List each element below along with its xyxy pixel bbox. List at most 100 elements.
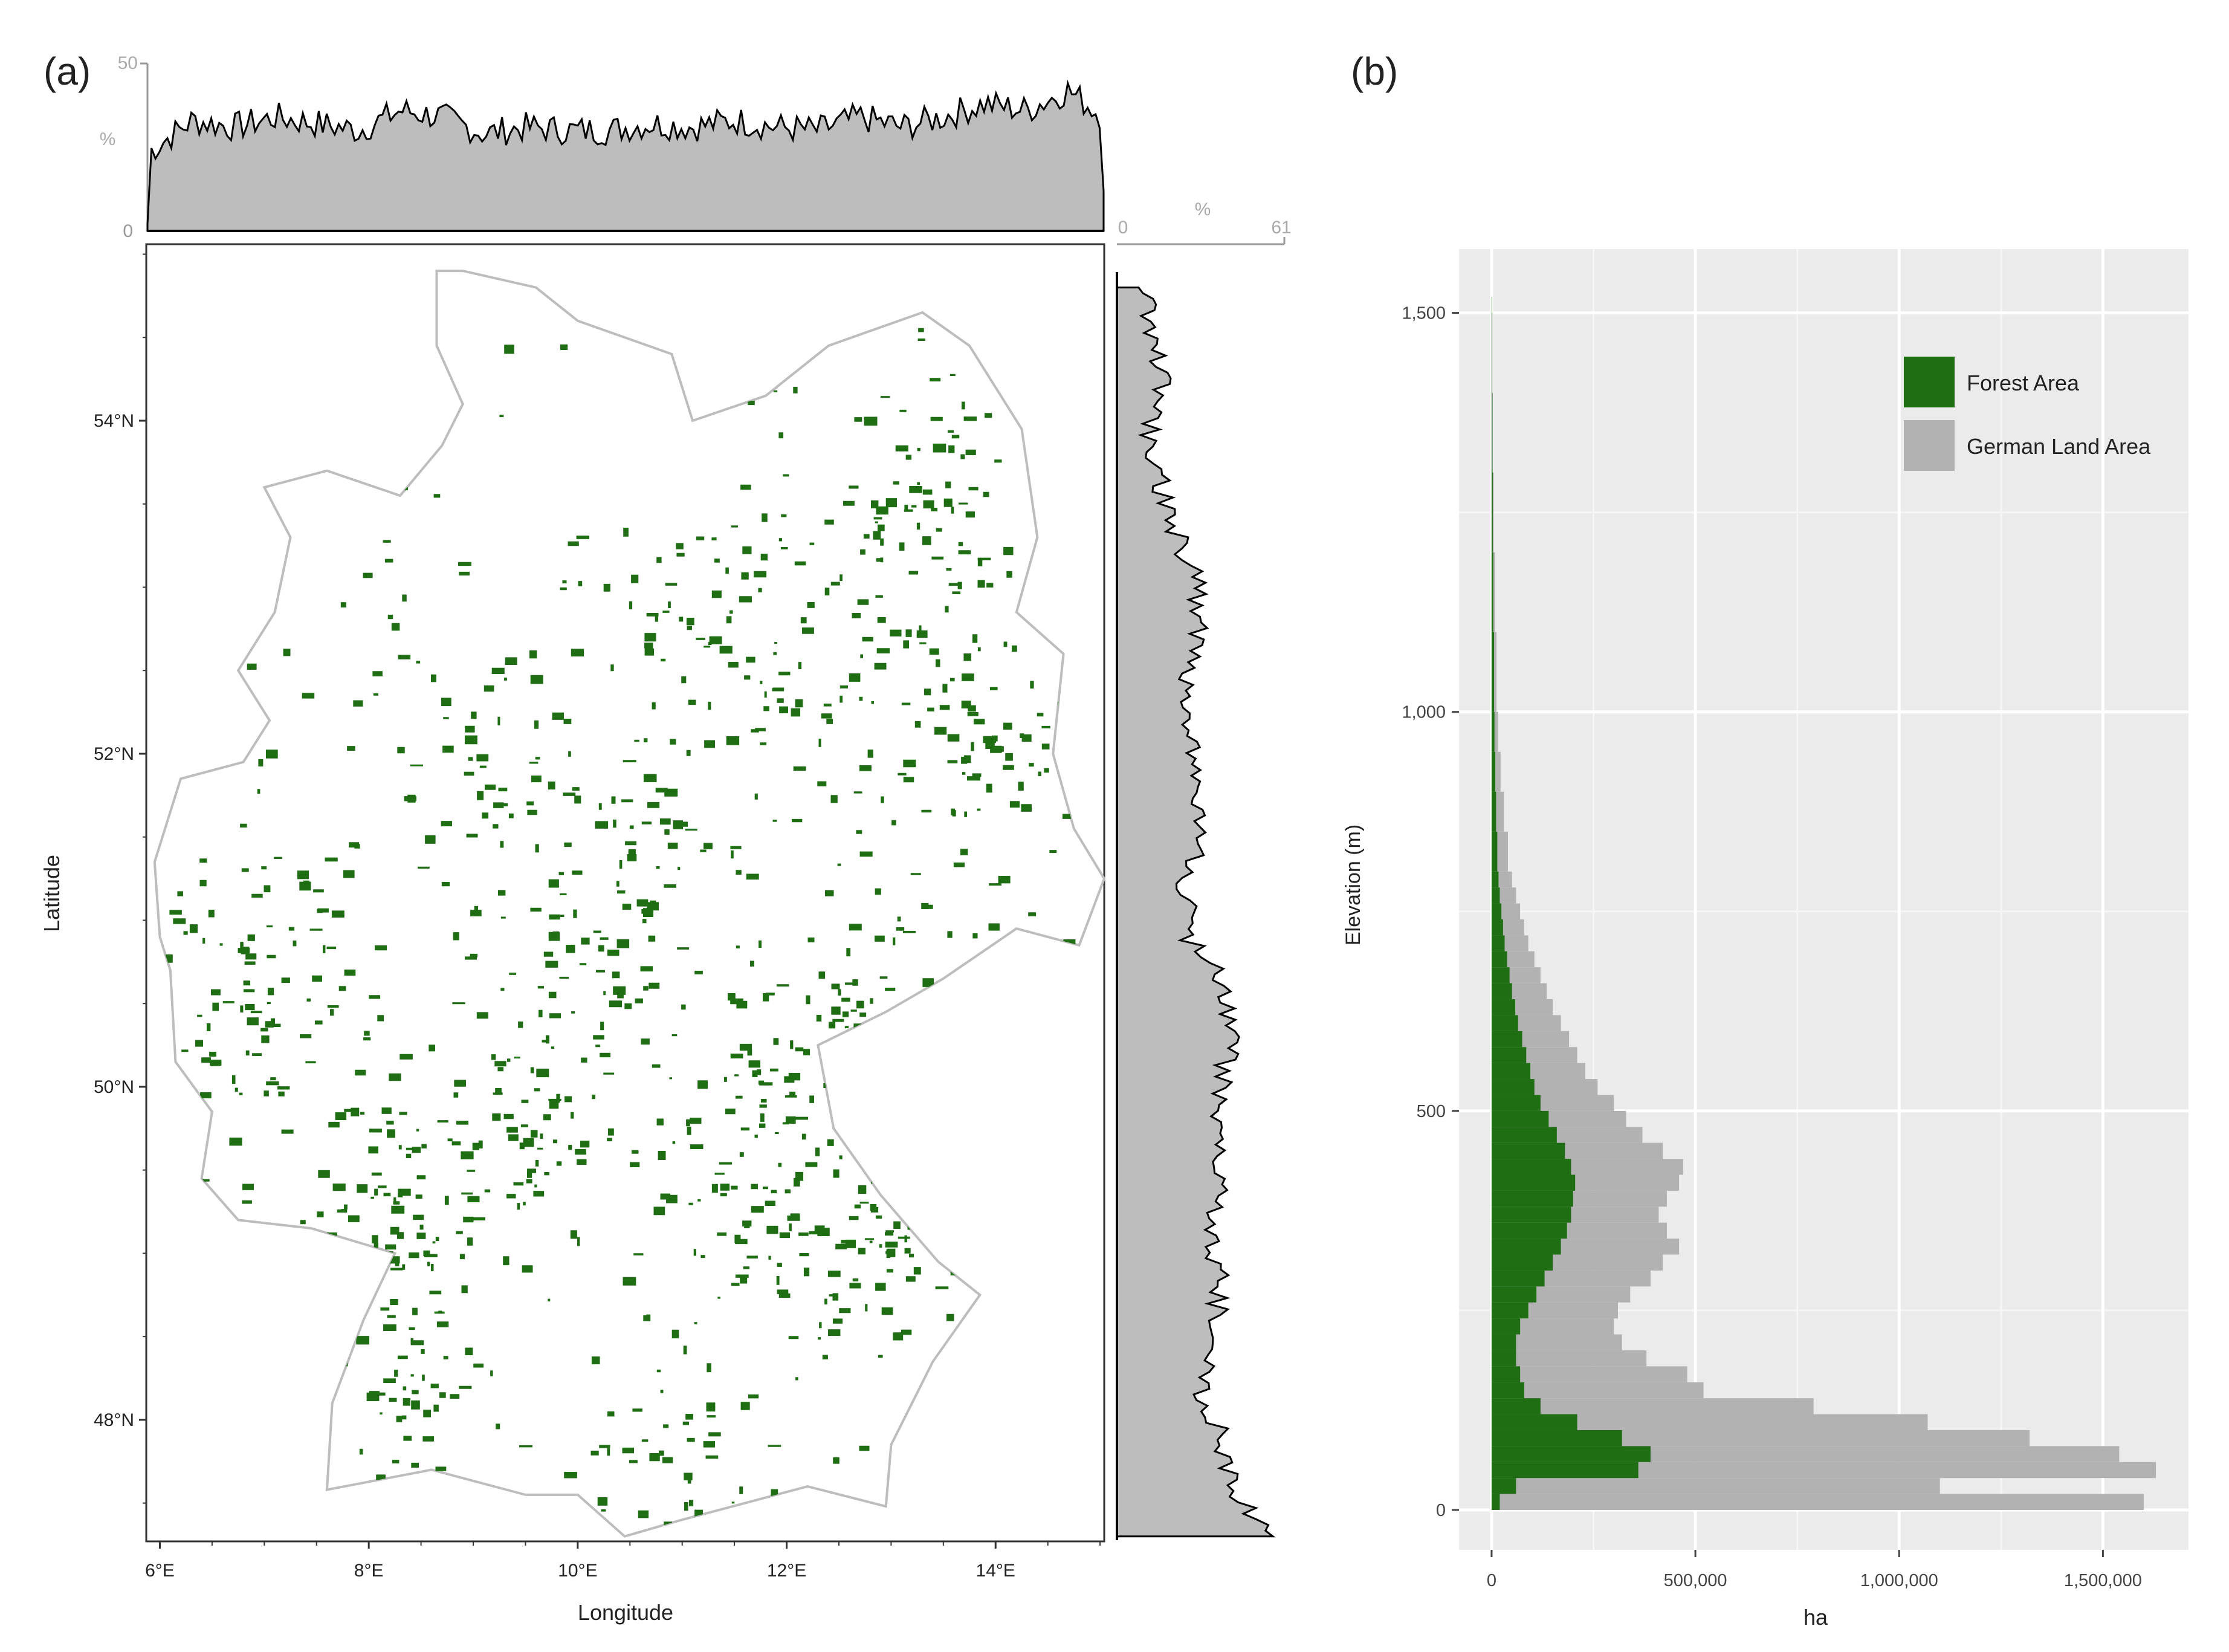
panel-b-y-label: Elevation (m) (1342, 824, 1365, 945)
bar-german-land-area (1491, 1350, 1647, 1367)
top-hist-unit-label: % (100, 129, 116, 149)
bar-german-land-area (1491, 1382, 1704, 1399)
panel-b-label: (b) (1351, 50, 1398, 93)
panel-b-y-tick-label: 500 (1417, 1102, 1446, 1121)
bar-forest-area (1491, 999, 1516, 1015)
map-y-label: Latitude (39, 855, 64, 932)
bar-forest-area (1491, 903, 1502, 920)
map-x-tick-label: 6°E (145, 1561, 175, 1581)
bar-forest-area (1491, 1174, 1576, 1191)
bar-forest-area (1491, 1494, 1500, 1510)
bar-forest-area (1491, 1159, 1571, 1175)
bar-forest-area (1491, 1110, 1549, 1127)
bar-forest-area (1491, 983, 1512, 1000)
bar-forest-area (1491, 751, 1496, 792)
bar-forest-area (1491, 1095, 1541, 1111)
top-histogram: 50 % 0 (100, 53, 1105, 241)
right-hist-unit-label: % (1195, 199, 1211, 219)
bar-forest-area (1491, 1207, 1571, 1223)
bar-forest-area (1491, 1318, 1521, 1335)
map-x-tick-label: 10°E (558, 1561, 597, 1581)
panel-b-y-tick-label: 0 (1436, 1501, 1446, 1520)
forest-cover-layer (154, 271, 1104, 1537)
bar-forest-area (1491, 1302, 1529, 1319)
panel-b-x-label: ha (1804, 1605, 1828, 1630)
bar-forest-area (1491, 1015, 1518, 1031)
bar-forest-area (1491, 967, 1510, 983)
map-x-tick-label: 8°E (354, 1561, 384, 1581)
legend-swatch-land (1904, 420, 1955, 471)
panel-b-y-axis: 0 500 1,000 1,500 (1402, 304, 1459, 1520)
bar-forest-area (1491, 1446, 1651, 1462)
bar-forest-area (1491, 1334, 1516, 1350)
bar-forest-area (1491, 1254, 1553, 1271)
bar-forest-area (1491, 1190, 1573, 1207)
forest-patches (154, 271, 1104, 1537)
right-histogram: 0 % 61 (1116, 199, 1292, 1540)
map-y-tick-label: 54°N (94, 411, 134, 431)
map-y-tick-label: 52°N (94, 744, 134, 764)
bar-forest-area (1491, 951, 1507, 968)
bar-forest-area (1491, 1286, 1537, 1303)
bar-german-land-area (1491, 1398, 1814, 1414)
map-y-tick-label: 50°N (94, 1077, 134, 1097)
map-x-label: Longitude (578, 1600, 673, 1625)
panel-b-bars (1491, 297, 2156, 1510)
panel-a-label: (a) (44, 50, 91, 93)
top-hist-min-label: 0 (123, 221, 133, 241)
panel-b-y-tick-label: 1,000 (1402, 703, 1446, 722)
bar-forest-area (1491, 1063, 1531, 1080)
bar-forest-area (1491, 1142, 1565, 1159)
bar-forest-area (1491, 632, 1494, 712)
panel-b-y-tick-label: 1,500 (1402, 304, 1446, 323)
bar-forest-area (1491, 919, 1503, 936)
bar-forest-area (1491, 1478, 1516, 1494)
bar-forest-area (1491, 1079, 1535, 1095)
map-y-tick-label: 48°N (94, 1410, 134, 1430)
germany-outline (153, 270, 1106, 1538)
top-hist-area (146, 79, 1105, 232)
bar-forest-area (1491, 1366, 1521, 1382)
bar-forest-area (1491, 935, 1505, 951)
bar-forest-area (1491, 831, 1498, 872)
bar-forest-area (1491, 1127, 1557, 1143)
bar-german-land-area (1491, 1494, 2144, 1510)
panel-b-x-axis: 0 500,000 1,000,000 1,500,000 (1487, 1550, 2142, 1590)
bar-forest-area (1491, 1382, 1524, 1399)
bar-german-land-area (1491, 1366, 1687, 1382)
bar-forest-area (1491, 472, 1493, 552)
bar-german-land-area (1491, 1478, 1940, 1494)
bar-forest-area (1491, 887, 1500, 904)
bar-forest-area (1491, 1270, 1545, 1287)
bar-forest-area (1491, 1239, 1561, 1255)
bar-forest-area (1491, 1222, 1567, 1239)
bar-german-land-area (1491, 711, 1498, 752)
bar-forest-area (1491, 552, 1493, 632)
panel-b-x-tick-label: 1,500,000 (2064, 1571, 2142, 1590)
bar-forest-area (1491, 1350, 1516, 1367)
bar-forest-area (1491, 791, 1496, 832)
map-y-axis: 48°N 50°N 52°N 54°N (94, 253, 146, 1504)
panel-b-x-tick-label: 0 (1487, 1571, 1496, 1590)
panel-b-x-tick-label: 500,000 (1664, 1571, 1727, 1590)
right-hist-max-label: 61 (1271, 218, 1291, 238)
bar-forest-area (1491, 1430, 1622, 1446)
panel-b-x-tick-label: 1,000,000 (1860, 1571, 1938, 1590)
bar-forest-area (1491, 1398, 1541, 1414)
map-x-tick-label: 12°E (767, 1561, 806, 1581)
panel-b-legend: Forest Area German Land Area (1904, 357, 2151, 471)
map-x-axis: 6°E 8°E 10°E 12°E 14°E (145, 1541, 1101, 1581)
bar-forest-area (1491, 1031, 1522, 1048)
legend-label-forest: Forest Area (1967, 371, 2080, 395)
bar-forest-area (1491, 871, 1499, 888)
bar-forest-area (1491, 1462, 1639, 1479)
bar-forest-area (1491, 711, 1495, 752)
bar-forest-area (1491, 1414, 1577, 1430)
top-hist-max-label: 50 (118, 53, 138, 73)
right-hist-min-label: 0 (1118, 218, 1128, 238)
legend-swatch-forest (1904, 357, 1955, 407)
legend-label-land: German Land Area (1967, 434, 2151, 459)
map-x-tick-label: 14°E (976, 1561, 1015, 1581)
